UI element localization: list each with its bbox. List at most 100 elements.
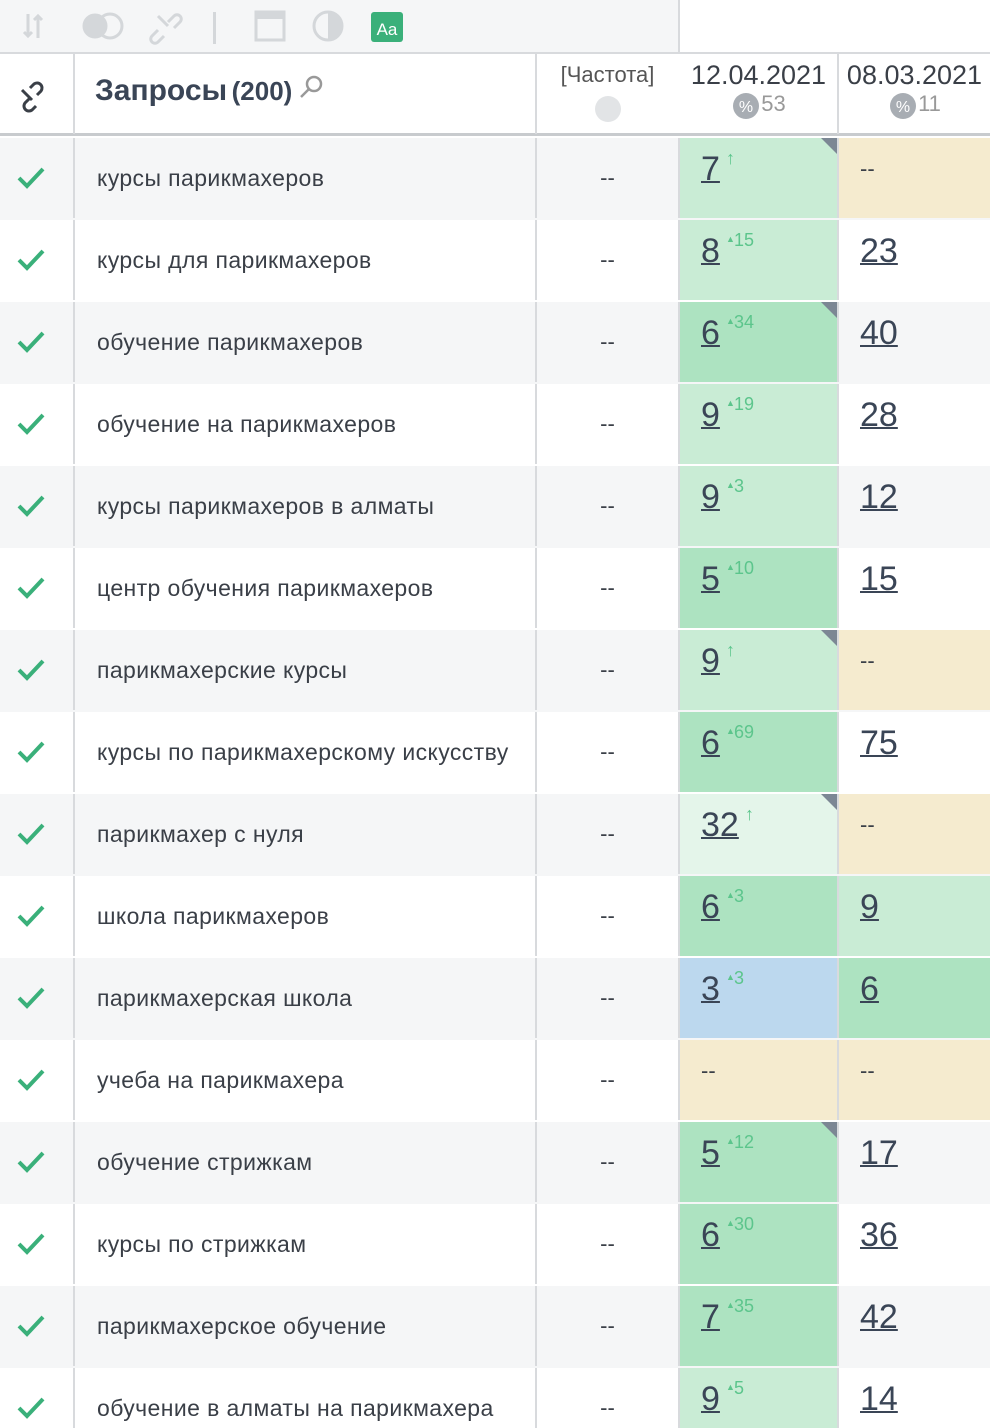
position[interactable]: 5	[701, 1134, 720, 1172]
corner-marker	[821, 138, 837, 154]
table-row: обучение в алматы на парикмахера -- 9 5 ▲ 14	[0, 1368, 990, 1428]
check-icon[interactable]	[0, 548, 73, 628]
check-icon[interactable]	[0, 466, 73, 546]
check-icon[interactable]	[0, 712, 73, 792]
frequency: --	[535, 1286, 678, 1366]
query: курсы по парикмахерскому искусству	[73, 712, 535, 792]
check-cell	[0, 794, 73, 874]
search-icon[interactable]	[297, 74, 325, 102]
freq-label: [Частота]	[560, 62, 655, 87]
position[interactable]: 14	[860, 1380, 898, 1418]
check-cell	[0, 876, 73, 956]
query: парикмахерское обучение	[73, 1286, 535, 1366]
position[interactable]: 3	[701, 970, 720, 1008]
toolbar: Aa	[0, 0, 678, 52]
frequency: --	[535, 466, 678, 546]
up-triangle: ▲	[726, 972, 735, 982]
position[interactable]: 6	[701, 724, 720, 762]
frequency: --	[535, 1204, 678, 1284]
query: школа парикмахеров	[73, 876, 535, 956]
date1-header: 12.04.2021 % 53	[680, 54, 837, 134]
check-icon[interactable]	[0, 1204, 73, 1284]
position-cell: 17	[837, 1122, 990, 1202]
check-icon[interactable]	[0, 876, 73, 956]
position[interactable]: 6	[701, 888, 720, 926]
check-icon[interactable]	[0, 794, 73, 874]
position[interactable]: 40	[860, 314, 898, 352]
check-icon[interactable]	[0, 220, 73, 300]
position[interactable]: 7	[701, 150, 720, 188]
position[interactable]: 9	[701, 478, 720, 516]
position[interactable]: 9	[860, 888, 879, 926]
position[interactable]: 8	[701, 232, 720, 270]
position[interactable]: 28	[860, 396, 898, 434]
query: курсы парикмахеров в алматы	[73, 466, 535, 546]
table-row: курсы по парикмахерскому искусству -- 6 69 ▲…	[0, 712, 990, 796]
frequency: --	[535, 1040, 678, 1120]
check-icon[interactable]	[0, 1040, 73, 1120]
corner-marker	[821, 1122, 837, 1138]
check-icon[interactable]	[0, 384, 73, 464]
frequency: --	[535, 302, 678, 382]
table-row: центр обучения парикмахеров -- 5 10 ▲ 15	[0, 548, 990, 632]
position[interactable]: 7	[701, 1298, 720, 1336]
check-cell	[0, 138, 73, 218]
position-cell: 40	[837, 302, 990, 382]
check-icon[interactable]	[0, 1286, 73, 1366]
query: парикмахер с нуля	[73, 794, 535, 874]
position-change: 34 ▲	[726, 312, 755, 332]
position-change: ↑	[726, 640, 735, 660]
position[interactable]: 75	[860, 724, 898, 762]
table-row: обучение парикмахеров -- 6 34 ▲ 40	[0, 302, 990, 386]
position-cell: 42	[837, 1286, 990, 1366]
query: учеба на парикмахера	[73, 1040, 535, 1120]
check-icon[interactable]	[0, 1122, 73, 1202]
query: обучение на парикмахеров	[73, 384, 535, 464]
position[interactable]: 9	[701, 396, 720, 434]
position: --	[860, 812, 875, 837]
check-icon[interactable]	[0, 630, 73, 710]
date2-header: 08.03.2021 % 11	[837, 54, 990, 134]
check-cell	[0, 548, 73, 628]
position[interactable]: 12	[860, 478, 898, 516]
pct: 11	[918, 91, 941, 116]
position-change: 35 ▲	[726, 1296, 755, 1316]
check-icon[interactable]	[0, 1368, 73, 1428]
position[interactable]: 6	[701, 1216, 720, 1254]
position: --	[860, 156, 875, 181]
position-cell: --	[837, 138, 990, 218]
date2: 08.03.2021	[846, 60, 983, 90]
table-row: курсы парикмахеров -- 7 ↑ --	[0, 138, 990, 222]
check-icon[interactable]	[0, 138, 73, 218]
position[interactable]: 17	[860, 1134, 898, 1172]
check-cell	[0, 630, 73, 710]
position[interactable]: 15	[860, 560, 898, 598]
position-change: 3 ▲	[726, 476, 745, 496]
check-icon[interactable]	[0, 958, 73, 1038]
position[interactable]: 9	[701, 1380, 720, 1418]
query: курсы для парикмахеров	[73, 220, 535, 300]
position[interactable]: 6	[701, 314, 720, 352]
position[interactable]: 32	[701, 806, 739, 844]
position-cell: --	[837, 794, 990, 874]
table-row: школа парикмахеров -- 6 3 ▲ 9	[0, 876, 990, 960]
position-change: 10 ▲	[726, 558, 755, 578]
table-row: учеба на парикмахера -- -- --	[0, 1040, 990, 1124]
table-row: обучение стрижкам -- 5 12 ▲ 17	[0, 1122, 990, 1206]
up-triangle: ▲	[726, 890, 735, 900]
up-triangle: ▲	[726, 1218, 735, 1228]
position[interactable]: 23	[860, 232, 898, 270]
frequency: --	[535, 876, 678, 956]
frequency: --	[535, 220, 678, 300]
check-cell	[0, 1122, 73, 1202]
query: обучение стрижкам	[73, 1122, 535, 1202]
position[interactable]: 36	[860, 1216, 898, 1254]
position[interactable]: 6	[860, 970, 879, 1008]
frequency: --	[535, 958, 678, 1038]
frequency: --	[535, 138, 678, 218]
position[interactable]: 5	[701, 560, 720, 598]
position[interactable]: 9	[701, 642, 720, 680]
position[interactable]: 42	[860, 1298, 898, 1336]
position-change: 5 ▲	[726, 1378, 745, 1398]
check-icon[interactable]	[0, 302, 73, 382]
